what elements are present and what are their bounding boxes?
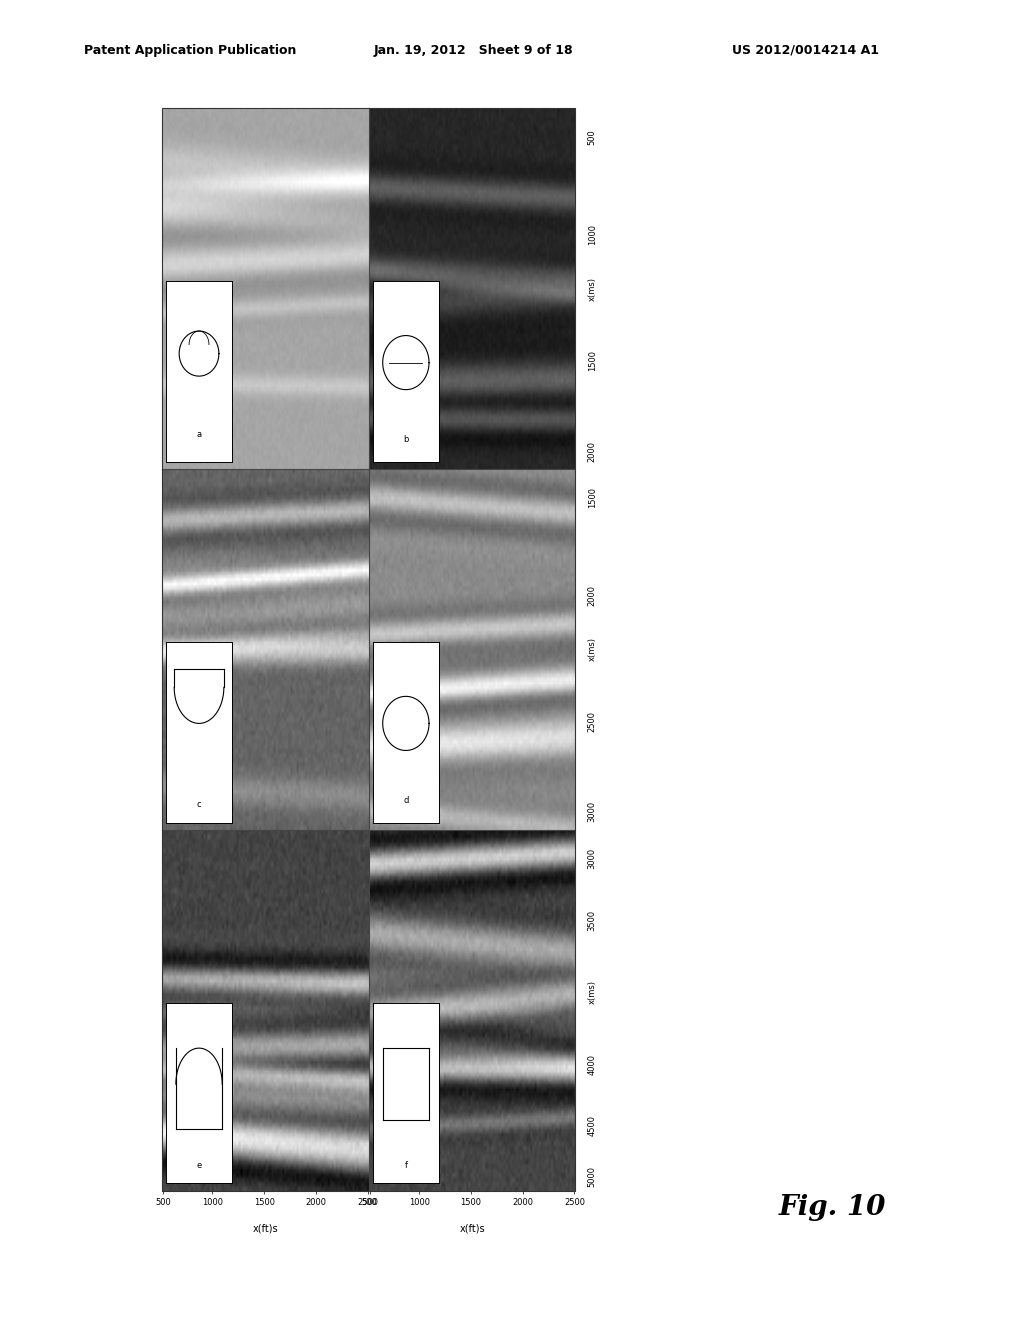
Text: 1000: 1000	[588, 224, 597, 246]
Text: 3000: 3000	[588, 849, 597, 870]
Text: 2000: 2000	[588, 585, 597, 606]
Text: 1500: 1500	[588, 487, 597, 508]
Text: x(ms): x(ms)	[588, 981, 597, 1005]
Text: Jan. 19, 2012   Sheet 9 of 18: Jan. 19, 2012 Sheet 9 of 18	[374, 44, 573, 57]
Text: 3500: 3500	[588, 909, 597, 931]
Text: 3000: 3000	[588, 801, 597, 822]
Text: 2500: 2500	[588, 711, 597, 733]
Text: x(ms): x(ms)	[588, 638, 597, 661]
Text: x(ft)s: x(ft)s	[459, 1224, 485, 1234]
Text: 500: 500	[588, 129, 597, 145]
Text: x(ft)s: x(ft)s	[252, 1224, 279, 1234]
Text: Fig. 10: Fig. 10	[778, 1195, 886, 1221]
Text: x(ms): x(ms)	[588, 277, 597, 301]
Text: 2000: 2000	[588, 441, 597, 462]
Text: 5000: 5000	[588, 1166, 597, 1187]
Text: 1500: 1500	[588, 350, 597, 371]
Text: US 2012/0014214 A1: US 2012/0014214 A1	[732, 44, 880, 57]
Text: Patent Application Publication: Patent Application Publication	[84, 44, 296, 57]
Text: 4500: 4500	[588, 1115, 597, 1137]
Text: 4000: 4000	[588, 1053, 597, 1074]
